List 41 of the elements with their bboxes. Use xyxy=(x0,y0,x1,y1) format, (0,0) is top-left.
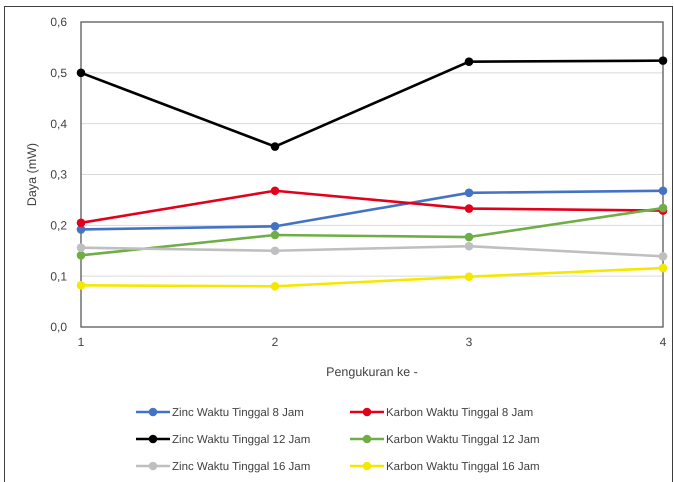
point xyxy=(270,222,280,231)
point xyxy=(270,186,280,196)
x-tick-label: 3 xyxy=(466,335,473,349)
legend-label: Zinc Waktu Tinggal 12 Jam xyxy=(172,434,310,446)
point xyxy=(270,282,280,291)
point xyxy=(464,232,474,242)
y-tick-label: 0,3 xyxy=(50,168,68,182)
point xyxy=(658,186,668,196)
point xyxy=(76,218,86,228)
y-tick-label: 0,4 xyxy=(50,116,68,131)
y-axis-title: Daya (mW) xyxy=(25,142,39,206)
y-tick-label: 0,0 xyxy=(50,320,68,334)
point xyxy=(658,252,668,261)
y-tick-label: 0,6 xyxy=(50,15,68,30)
legend-label: Zinc Waktu Tinggal 8 Jam xyxy=(172,407,304,420)
legend-label: Karbon Waktu Tinggal 12 Jam xyxy=(386,434,540,446)
y-tick-label: 0,1 xyxy=(50,269,68,284)
point xyxy=(76,281,86,290)
x-tick-label: 2 xyxy=(272,335,279,349)
point xyxy=(270,142,280,151)
point xyxy=(76,68,86,78)
y-tick-label: 0,5 xyxy=(50,66,68,80)
point xyxy=(270,246,280,256)
point xyxy=(270,230,280,240)
point xyxy=(464,57,474,66)
legend-label: Karbon Waktu Tinggal 8 Jam xyxy=(386,407,534,420)
legend-label: Karbon Waktu Tinggal 16 Jam xyxy=(386,461,540,474)
x-axis-title: Pengukuran ke - xyxy=(326,365,418,379)
point xyxy=(464,272,474,281)
y-tick-label: 0,2 xyxy=(50,218,68,233)
point xyxy=(464,188,474,198)
point xyxy=(464,204,474,213)
point xyxy=(464,242,474,250)
legend-label: Zinc Waktu Tinggal 16 Jam xyxy=(172,461,310,474)
x-tick-label: 1 xyxy=(78,335,85,349)
x-tick-label: 4 xyxy=(660,335,667,349)
point xyxy=(76,243,86,252)
point xyxy=(76,251,86,260)
point xyxy=(658,264,668,272)
point xyxy=(658,56,668,65)
point xyxy=(658,204,668,212)
